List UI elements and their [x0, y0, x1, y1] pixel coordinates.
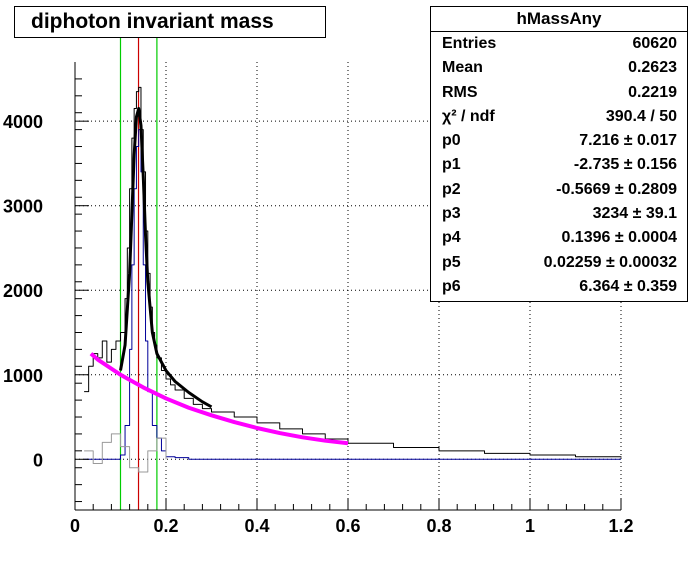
series-signal: [84, 129, 621, 460]
chart-title: diphoton invariant mass: [14, 6, 326, 38]
stats-row: p0 7.216 ± 0.017: [431, 129, 687, 153]
stats-key: p6: [442, 277, 461, 295]
stats-rows: Entries 60620 Mean 0.2623 RMS 0.2219 χ² / ndf 3…: [431, 32, 687, 299]
stats-row: RMS 0.2219: [431, 81, 687, 105]
stats-key: p3: [442, 205, 461, 223]
x-tick-label: 1: [525, 516, 535, 536]
stats-value: -2.735 ± 0.156: [573, 156, 677, 174]
y-tick-label: 3000: [3, 197, 43, 217]
stats-row: Entries 60620: [431, 32, 687, 56]
stats-row: p1 -2.735 ± 0.156: [431, 153, 687, 177]
stats-box: hMassAny Entries 60620 Mean 0.2623 RMS 0.2219…: [430, 6, 688, 302]
stats-key: p4: [442, 229, 461, 247]
series-sideband: [84, 433, 167, 473]
x-tick-label: 0.2: [153, 516, 178, 536]
series-background_fit: [89, 352, 349, 446]
stats-value: 3234 ± 39.1: [592, 205, 677, 223]
stats-key: p2: [442, 180, 461, 198]
stats-row: p4 0.1396 ± 0.0004: [431, 226, 687, 250]
stats-title: hMassAny: [431, 7, 687, 32]
y-tick-label: 1000: [3, 366, 43, 386]
stats-key: RMS: [442, 83, 478, 101]
stats-value: 0.1396 ± 0.0004: [561, 229, 677, 247]
stats-row: p3 3234 ± 39.1: [431, 202, 687, 226]
axes: 0 0.2 0.4 0.6 0.8 1 1.2 0 1000 2000 3000 4000: [3, 62, 634, 536]
stats-value: 6.364 ± 0.359: [579, 277, 677, 295]
stats-value: 0.2623: [628, 59, 677, 77]
stats-value: 390.4 / 50: [605, 107, 677, 125]
stats-row: p2 -0.5669 ± 0.2809: [431, 178, 687, 202]
stats-key: p5: [442, 253, 461, 271]
series-fit: [119, 106, 213, 409]
stats-row: χ² / ndf 390.4 / 50: [431, 105, 687, 129]
x-tick-label: 0.4: [244, 516, 269, 536]
y-tick-label: 4000: [3, 112, 43, 132]
stats-value: 7.216 ± 0.017: [579, 132, 677, 150]
x-tick-label: 0.6: [335, 516, 360, 536]
stats-key: Mean: [442, 59, 483, 77]
stats-value: 0.2219: [628, 83, 677, 101]
x-tick-label: 1.2: [608, 516, 633, 536]
stats-value: -0.5669 ± 0.2809: [556, 180, 677, 198]
stats-row: Mean 0.2623: [431, 56, 687, 80]
y-tick-label: 0: [33, 450, 43, 470]
x-tick-label: 0: [70, 516, 80, 536]
y-tick-label: 2000: [3, 281, 43, 301]
stats-value: 60620: [632, 35, 678, 52]
stats-key: Entries: [442, 35, 497, 52]
stats-key: p1: [442, 156, 461, 174]
series-layer: [84, 37, 622, 510]
stats-value: 0.02259 ± 0.00032: [543, 253, 677, 271]
series-histogram: [84, 86, 622, 458]
stats-key: χ² / ndf: [442, 107, 495, 125]
stats-row: p6 6.364 ± 0.359: [431, 275, 687, 299]
x-tick-label: 0.8: [426, 516, 451, 536]
stats-row: p5 0.02259 ± 0.00032: [431, 251, 687, 275]
stats-key: p0: [442, 132, 461, 150]
